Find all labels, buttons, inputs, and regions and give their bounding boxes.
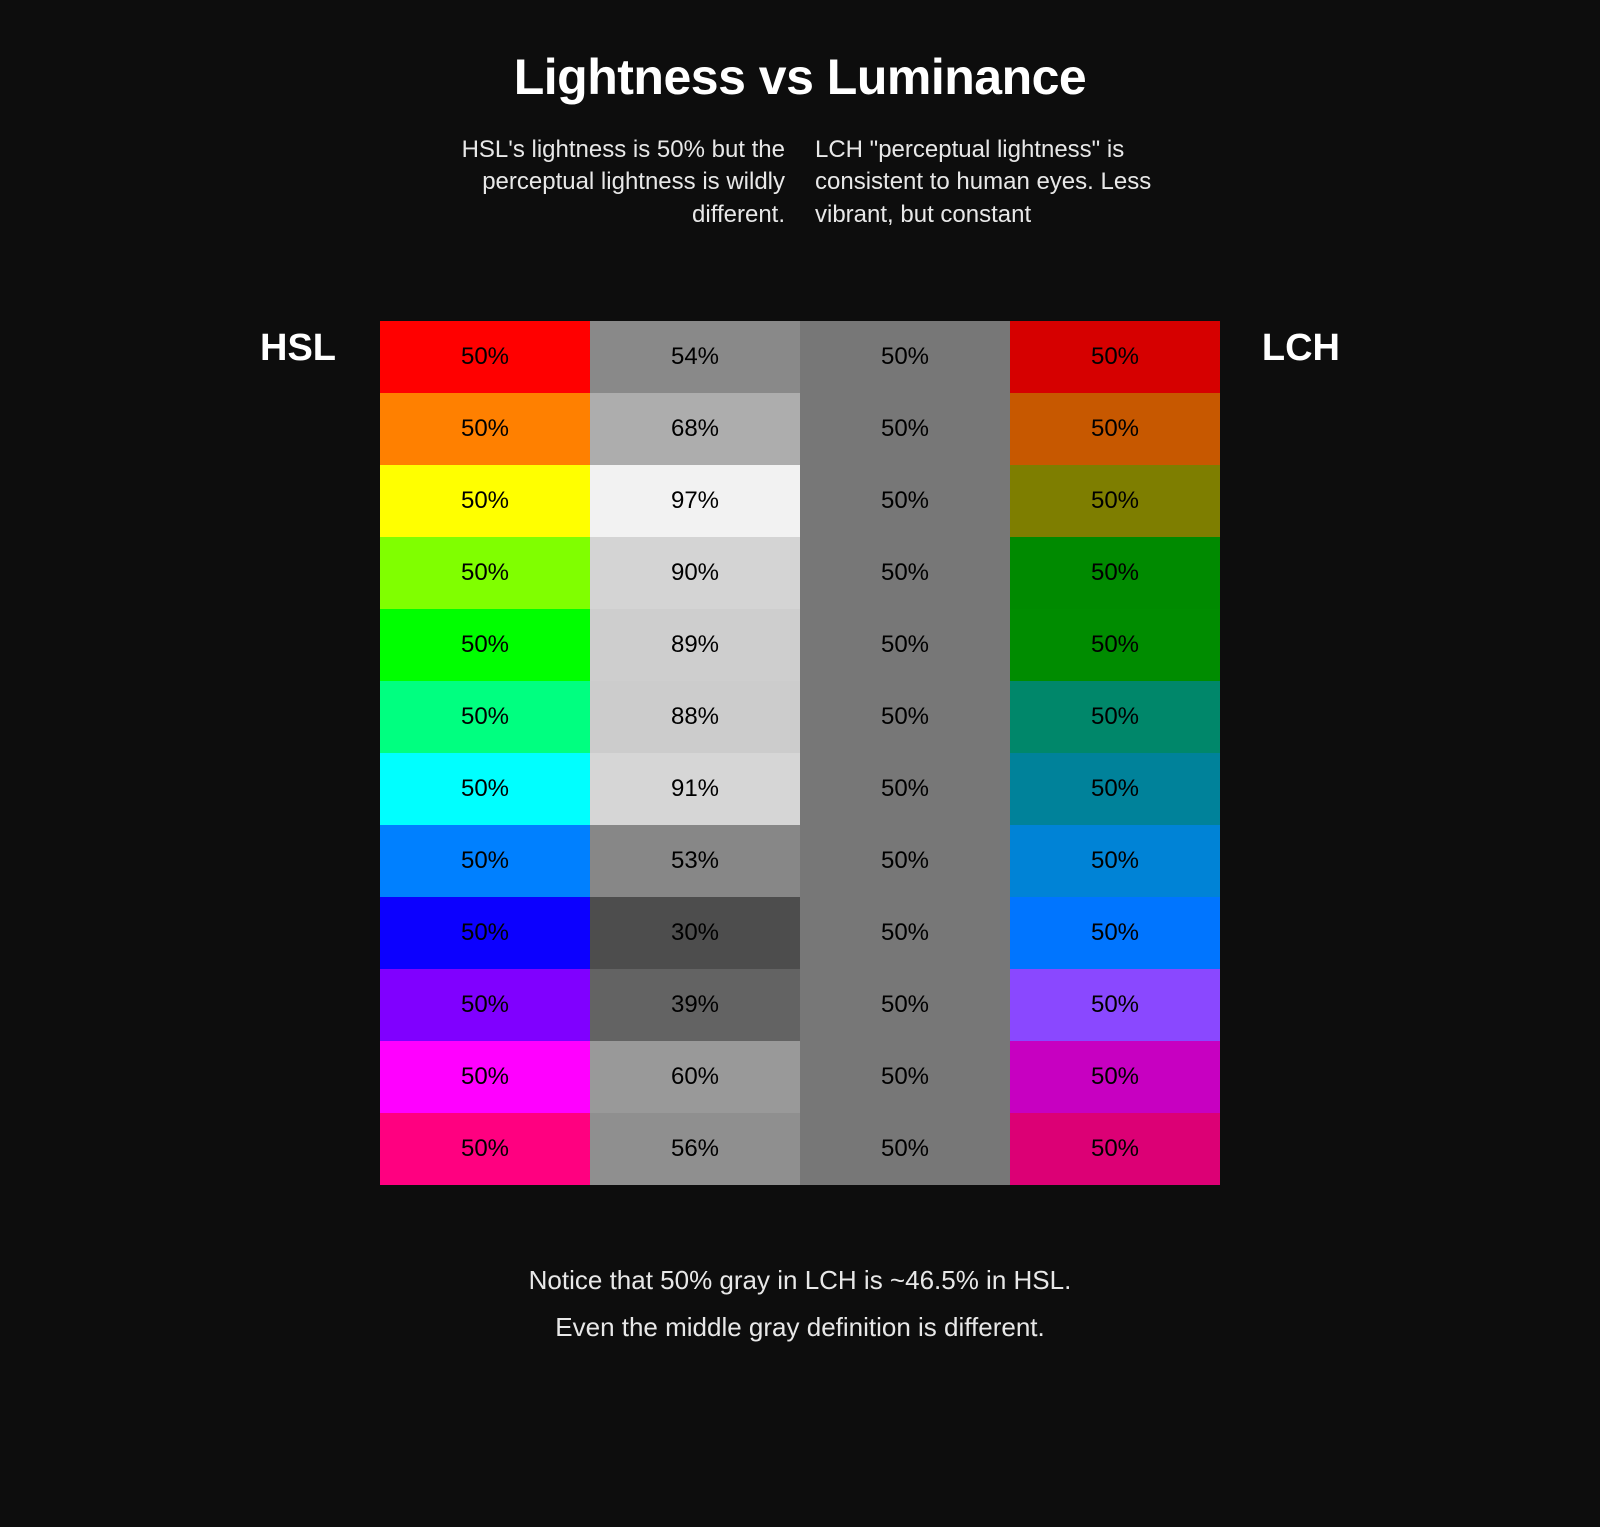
footnote-line-1: Notice that 50% gray in LCH is ~46.5% in… bbox=[0, 1265, 1600, 1296]
hsl-color-cell-4: 50% bbox=[380, 609, 590, 681]
lch-gray-cell-7: 50% bbox=[800, 825, 1010, 897]
lch-gray-cell-0: 50% bbox=[800, 321, 1010, 393]
chart-area: HSL 50%54%50%50%50%68%50%50%50%97%50%50%… bbox=[0, 321, 1600, 1185]
hsl-gray-cell-5: 88% bbox=[590, 681, 800, 753]
hsl-color-cell-8: 50% bbox=[380, 897, 590, 969]
hsl-gray-cell-9: 39% bbox=[590, 969, 800, 1041]
hsl-gray-cell-4: 89% bbox=[590, 609, 800, 681]
hsl-color-cell-9: 50% bbox=[380, 969, 590, 1041]
lch-color-cell-6: 50% bbox=[1010, 753, 1220, 825]
lch-color-cell-11: 50% bbox=[1010, 1113, 1220, 1185]
lch-color-cell-5: 50% bbox=[1010, 681, 1220, 753]
subtitle-hsl: HSL's lightness is 50% but the perceptua… bbox=[405, 134, 785, 231]
lch-gray-cell-6: 50% bbox=[800, 753, 1010, 825]
lch-gray-cell-9: 50% bbox=[800, 969, 1010, 1041]
subtitle-row: HSL's lightness is 50% but the perceptua… bbox=[0, 134, 1600, 231]
hsl-gray-cell-2: 97% bbox=[590, 465, 800, 537]
lch-gray-cell-1: 50% bbox=[800, 393, 1010, 465]
lch-color-cell-3: 50% bbox=[1010, 537, 1220, 609]
lch-gray-cell-8: 50% bbox=[800, 897, 1010, 969]
lch-gray-cell-4: 50% bbox=[800, 609, 1010, 681]
lch-gray-cell-10: 50% bbox=[800, 1041, 1010, 1113]
hsl-color-cell-3: 50% bbox=[380, 537, 590, 609]
hsl-gray-cell-3: 90% bbox=[590, 537, 800, 609]
hsl-gray-cell-0: 54% bbox=[590, 321, 800, 393]
lch-color-cell-0: 50% bbox=[1010, 321, 1220, 393]
lch-color-cell-8: 50% bbox=[1010, 897, 1220, 969]
hsl-gray-cell-8: 30% bbox=[590, 897, 800, 969]
hsl-color-cell-6: 50% bbox=[380, 753, 590, 825]
hsl-gray-cell-11: 56% bbox=[590, 1113, 800, 1185]
lch-color-cell-1: 50% bbox=[1010, 393, 1220, 465]
hsl-gray-cell-7: 53% bbox=[590, 825, 800, 897]
hsl-color-cell-0: 50% bbox=[380, 321, 590, 393]
lch-color-cell-10: 50% bbox=[1010, 1041, 1220, 1113]
hsl-color-cell-1: 50% bbox=[380, 393, 590, 465]
lch-gray-cell-11: 50% bbox=[800, 1113, 1010, 1185]
lch-gray-cell-2: 50% bbox=[800, 465, 1010, 537]
subtitle-lch: LCH "perceptual lightness" is consistent… bbox=[815, 134, 1195, 231]
hsl-gray-cell-10: 60% bbox=[590, 1041, 800, 1113]
lch-gray-cell-3: 50% bbox=[800, 537, 1010, 609]
axis-label-hsl: HSL bbox=[150, 321, 380, 370]
page-title: Lightness vs Luminance bbox=[0, 48, 1600, 106]
lch-color-cell-7: 50% bbox=[1010, 825, 1220, 897]
hsl-gray-cell-1: 68% bbox=[590, 393, 800, 465]
axis-label-lch: LCH bbox=[1220, 321, 1450, 370]
lch-color-cell-9: 50% bbox=[1010, 969, 1220, 1041]
footnotes: Notice that 50% gray in LCH is ~46.5% in… bbox=[0, 1265, 1600, 1343]
lch-gray-cell-5: 50% bbox=[800, 681, 1010, 753]
hsl-color-cell-11: 50% bbox=[380, 1113, 590, 1185]
color-grid: 50%54%50%50%50%68%50%50%50%97%50%50%50%9… bbox=[380, 321, 1220, 1185]
hsl-color-cell-7: 50% bbox=[380, 825, 590, 897]
hsl-color-cell-5: 50% bbox=[380, 681, 590, 753]
lch-color-cell-2: 50% bbox=[1010, 465, 1220, 537]
hsl-color-cell-10: 50% bbox=[380, 1041, 590, 1113]
lch-color-cell-4: 50% bbox=[1010, 609, 1220, 681]
footnote-line-2: Even the middle gray definition is diffe… bbox=[0, 1312, 1600, 1343]
hsl-color-cell-2: 50% bbox=[380, 465, 590, 537]
hsl-gray-cell-6: 91% bbox=[590, 753, 800, 825]
